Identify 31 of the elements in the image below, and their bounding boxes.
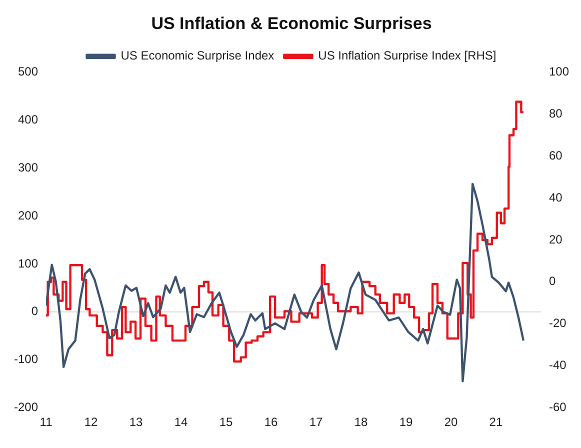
y2-tick-label: 80	[548, 106, 563, 121]
y-tick-label: 0	[31, 304, 38, 318]
y2-tick-label: 0	[548, 274, 556, 288]
x-tick-label: 11	[40, 415, 53, 430]
y2-tick-label: 100	[548, 64, 570, 79]
y-tick-label: 400	[18, 112, 38, 127]
x-tick-label: 18	[354, 415, 368, 430]
x-tick-label: 16	[264, 415, 278, 430]
y-tick-label: 500	[18, 64, 38, 79]
y2-tick-label: -60	[548, 400, 567, 414]
chart-title: US Inflation & Economic Surprises	[151, 14, 432, 33]
x-tick-label: 12	[84, 415, 98, 430]
y2-tick-label: 20	[548, 232, 563, 246]
y-tick-label: 200	[18, 208, 38, 222]
x-tick-label: 20	[444, 415, 458, 430]
x-tick-label: 14	[174, 415, 188, 430]
y2-tick-label: -20	[548, 316, 567, 330]
legend-label: US Inflation Surprise Index [RHS]	[318, 48, 496, 63]
x-tick-label: 21	[489, 415, 503, 430]
y2-tick-label: 40	[548, 190, 563, 204]
y-tick-label: -200	[14, 400, 38, 414]
x-tick-label: 15	[219, 415, 233, 430]
x-tick-label: 13	[129, 415, 144, 430]
y-tick-label: 300	[18, 160, 38, 174]
y2-tick-label: 60	[548, 148, 563, 163]
x-tick-label: 17	[309, 415, 323, 430]
y-tick-label: 100	[18, 256, 38, 270]
legend-label: US Economic Surprise Index	[120, 48, 274, 63]
y2-tick-label: -40	[548, 358, 567, 372]
y-tick-label: -100	[14, 352, 38, 366]
x-tick-label: 19	[399, 415, 413, 430]
